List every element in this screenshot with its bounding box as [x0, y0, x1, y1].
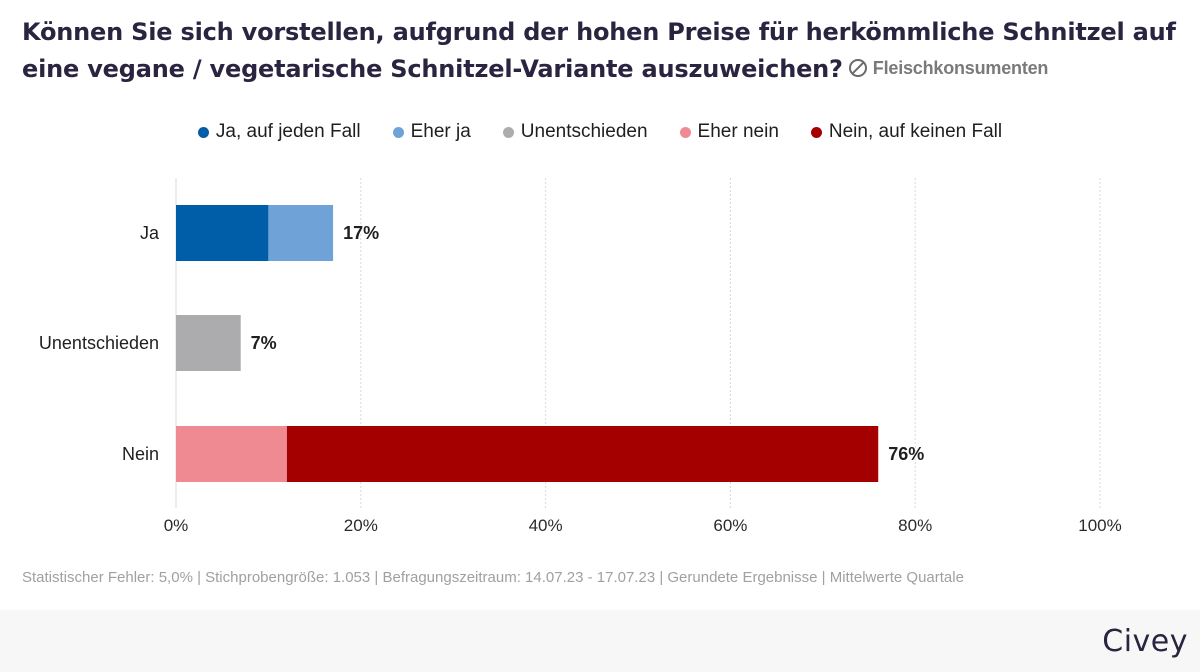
chart-title-text: Können Sie sich vorstellen, aufgrund der… — [22, 18, 1176, 83]
legend-item[interactable]: Eher nein — [679, 121, 779, 143]
chart-title: Können Sie sich vorstellen, aufgrund der… — [22, 14, 1182, 89]
legend-label: Ja, auf jeden Fall — [215, 121, 361, 142]
legend-label: Eher nein — [697, 121, 779, 142]
bar-segment — [286, 426, 879, 482]
chart-area: 0% 20% 40% 60% 80% 100% Ja 17% Unentschieden 7% Ne… — [39, 178, 1122, 535]
bar-value-label: 7% — [251, 333, 277, 353]
legend-swatch — [197, 126, 209, 138]
bar-value-label: 17% — [343, 223, 379, 243]
category-label: Ja — [140, 223, 160, 243]
x-tick-label: 60% — [713, 516, 747, 535]
legend-swatch — [810, 126, 822, 138]
legend-swatch — [392, 126, 404, 138]
legend-swatch — [679, 126, 691, 138]
legend-item[interactable]: Unentschieden — [502, 121, 648, 143]
legend-item[interactable]: Eher ja — [392, 121, 471, 143]
legend-swatch — [502, 126, 514, 138]
legend-item[interactable]: Ja, auf jeden Fall — [197, 121, 361, 143]
bar-value-label: 76% — [888, 444, 924, 464]
legend-item[interactable]: Nein, auf keinen Fall — [810, 121, 1003, 143]
legend-label: Unentschieden — [520, 121, 648, 142]
chart-legend: Ja, auf jeden Fall Eher ja Unentschieden Eh… — [0, 121, 1200, 143]
x-tick-label: 80% — [898, 516, 932, 535]
category-label: Nein — [122, 444, 159, 464]
no-meat-icon — [848, 59, 867, 77]
footer-band: Civey — [0, 610, 1200, 672]
x-tick-label: 0% — [164, 516, 189, 535]
category-label: Unentschieden — [39, 333, 159, 353]
footnote: Statistischer Fehler: 5,0% | Stichproben… — [22, 569, 964, 586]
audience-label: Fleischkonsumenten — [872, 57, 1049, 78]
bar-segment — [176, 205, 269, 261]
x-tick-label: 40% — [529, 516, 563, 535]
bar-segment — [268, 205, 334, 261]
bar-segment — [176, 426, 287, 482]
x-tick-label: 20% — [344, 516, 378, 535]
bar-segment — [176, 315, 241, 371]
legend-label: Eher ja — [410, 121, 471, 142]
brand-logo[interactable]: Civey — [1102, 624, 1188, 659]
legend-label: Nein, auf keinen Fall — [828, 121, 1003, 142]
x-tick-label: 100% — [1078, 516, 1121, 535]
